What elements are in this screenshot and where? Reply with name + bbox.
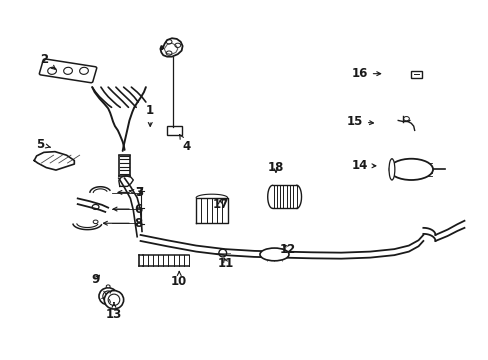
Ellipse shape	[388, 159, 394, 180]
Text: 4: 4	[179, 135, 190, 153]
Ellipse shape	[80, 67, 88, 75]
FancyBboxPatch shape	[166, 126, 182, 135]
Ellipse shape	[48, 67, 56, 75]
Text: 13: 13	[105, 303, 122, 321]
Circle shape	[92, 204, 99, 210]
Ellipse shape	[63, 67, 72, 75]
Text: 2: 2	[40, 53, 55, 69]
Ellipse shape	[389, 159, 432, 180]
Circle shape	[403, 117, 408, 121]
Text: 17: 17	[212, 198, 228, 211]
Ellipse shape	[260, 248, 288, 261]
Text: 1: 1	[146, 104, 154, 126]
Ellipse shape	[108, 294, 120, 306]
Text: 9: 9	[91, 274, 100, 287]
Ellipse shape	[102, 291, 113, 302]
Circle shape	[106, 285, 110, 288]
FancyBboxPatch shape	[39, 59, 97, 83]
Text: 3: 3	[129, 186, 142, 199]
Text: 10: 10	[171, 271, 187, 288]
Circle shape	[93, 220, 98, 224]
Ellipse shape	[99, 288, 117, 305]
Ellipse shape	[104, 291, 123, 309]
Circle shape	[166, 51, 172, 55]
Text: 16: 16	[351, 67, 380, 80]
Ellipse shape	[219, 249, 226, 257]
Text: 5: 5	[36, 138, 50, 151]
Circle shape	[166, 40, 172, 44]
Text: 6: 6	[113, 203, 142, 216]
Text: 11: 11	[218, 257, 234, 270]
Text: 12: 12	[279, 243, 296, 256]
Text: 18: 18	[267, 161, 284, 174]
Text: 15: 15	[346, 115, 373, 128]
Text: 8: 8	[103, 217, 142, 230]
Text: 7: 7	[118, 186, 142, 199]
Circle shape	[175, 43, 180, 48]
FancyBboxPatch shape	[410, 71, 422, 77]
Text: 14: 14	[351, 159, 375, 172]
